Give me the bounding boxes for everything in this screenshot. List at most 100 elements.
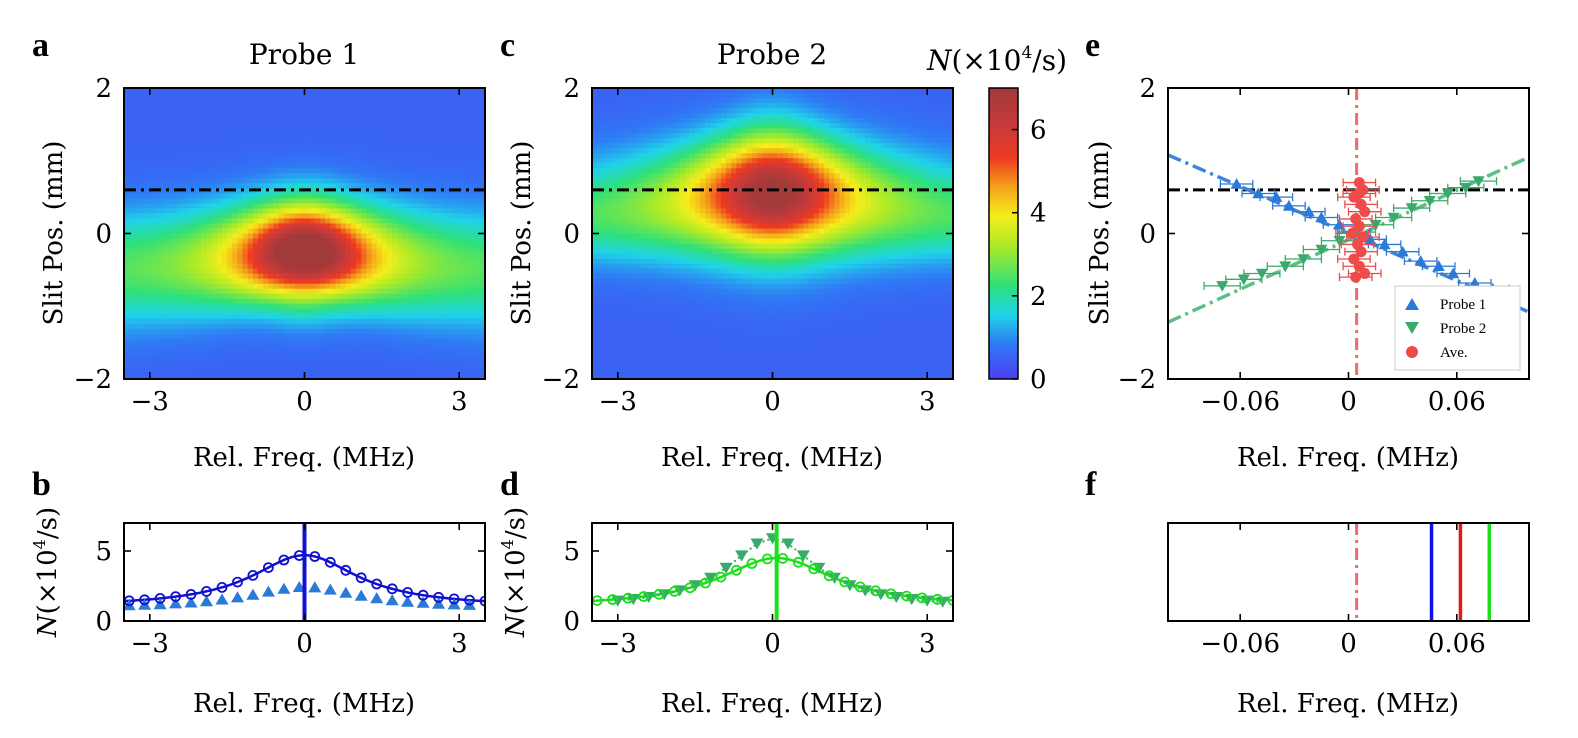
heatmap-cell [597, 373, 603, 379]
heatmap-cell [180, 178, 187, 184]
heatmap-cell [438, 283, 445, 290]
heatmap-cell [371, 303, 378, 310]
heatmap-cell [397, 373, 404, 379]
heatmap-cell [669, 158, 676, 164]
heatmap-cell [428, 268, 435, 275]
heatmap-cell [216, 133, 223, 139]
heatmap-cell [139, 228, 146, 235]
heatmap-cell [638, 223, 645, 230]
heatmap-cell [227, 318, 233, 325]
heatmap-cell [443, 318, 450, 325]
heatmap-cell [448, 198, 455, 204]
heatmap-cell [464, 158, 471, 164]
heatmap-cell [643, 263, 650, 270]
heatmap-cell [232, 158, 239, 164]
heatmap-cell [299, 358, 306, 365]
heatmap-cell [294, 188, 300, 194]
heatmap-cell [242, 88, 249, 94]
heatmap-cell [628, 143, 634, 149]
heatmap-cell [628, 218, 634, 225]
heatmap-cell [273, 173, 280, 179]
heatmap-cell [165, 348, 172, 355]
heatmap-cell [160, 123, 166, 129]
heatmap-cell [221, 248, 228, 255]
heatmap-cell [643, 198, 650, 204]
heatmap-cell [294, 143, 300, 149]
heatmap-cell [299, 108, 306, 114]
heatmap-cell [124, 298, 130, 305]
heatmap-cell [643, 333, 650, 340]
heatmap-cell [423, 303, 429, 310]
heatmap-cell [345, 183, 352, 189]
heatmap-cell [268, 323, 275, 330]
heatmap-cell [263, 368, 269, 375]
heatmap-cell [402, 143, 409, 149]
heatmap-cell [283, 223, 290, 230]
heatmap-cell [129, 328, 135, 335]
heatmap-cell [237, 213, 244, 220]
heatmap-cell [294, 208, 300, 215]
heatmap-cell [669, 333, 676, 340]
heatmap-cell [669, 338, 676, 345]
heatmap-cell [252, 103, 259, 109]
heatmap-cell [330, 293, 337, 300]
heatmap-cell [643, 268, 650, 275]
heatmap-cell [242, 248, 249, 255]
heatmap-cell [252, 338, 259, 345]
heatmap-cell [469, 183, 476, 189]
heatmap-cell [350, 343, 357, 350]
heatmap-cell [340, 303, 347, 310]
heatmap-cell [669, 138, 676, 144]
heatmap-cell [273, 373, 280, 379]
heatmap-cell [638, 328, 645, 335]
heatmap-cell [144, 213, 151, 220]
heatmap-cell [438, 203, 445, 210]
heatmap-cell [350, 143, 357, 149]
heatmap-cell [304, 213, 311, 220]
heatmap-cell [232, 88, 239, 94]
heatmap-cell [319, 358, 326, 365]
heatmap-cell [319, 148, 326, 154]
heatmap-cell [602, 308, 609, 315]
heatmap-cell [227, 163, 233, 169]
heatmap-cell [232, 193, 239, 199]
heatmap-cell [371, 338, 378, 345]
heatmap-cell [664, 253, 670, 260]
heatmap-cell [345, 353, 352, 360]
heatmap-cell [669, 148, 676, 154]
heatmap-cell [309, 143, 316, 149]
heatmap-cell [638, 273, 645, 280]
heatmap-cell [412, 298, 419, 305]
heatmap-cell [479, 268, 485, 275]
heatmap-cell [669, 368, 676, 375]
heatmap-cell [622, 338, 629, 345]
heatmap-cell [459, 303, 465, 310]
heatmap-cell [653, 163, 660, 169]
heatmap-cell [402, 163, 409, 169]
heatmap-cell [247, 363, 254, 370]
heatmap-cell [330, 268, 337, 275]
heatmap-cell [273, 333, 280, 340]
heatmap-cell [325, 183, 331, 189]
heatmap-cell [149, 138, 156, 144]
heatmap-cell [206, 163, 213, 169]
heatmap-cell [237, 358, 244, 365]
heatmap-cell [392, 103, 398, 109]
heatmap-cell [428, 193, 435, 199]
heatmap-cell [206, 333, 213, 340]
heatmap-cell [464, 368, 471, 375]
heatmap-cell [196, 148, 202, 154]
heatmap-cell [247, 198, 254, 204]
heatmap-cell [381, 88, 388, 94]
heatmap-cell [643, 318, 650, 325]
heatmap-cell [417, 248, 424, 255]
heatmap-cell [263, 228, 269, 235]
heatmap-cell [227, 338, 233, 345]
heatmap-cell [607, 213, 614, 220]
heatmap-cell [160, 298, 166, 305]
heatmap-cell [201, 348, 208, 355]
heatmap-cell [402, 213, 409, 220]
heatmap-cell [607, 323, 614, 330]
heatmap-cell [304, 138, 311, 144]
heatmap-cell [278, 103, 285, 109]
